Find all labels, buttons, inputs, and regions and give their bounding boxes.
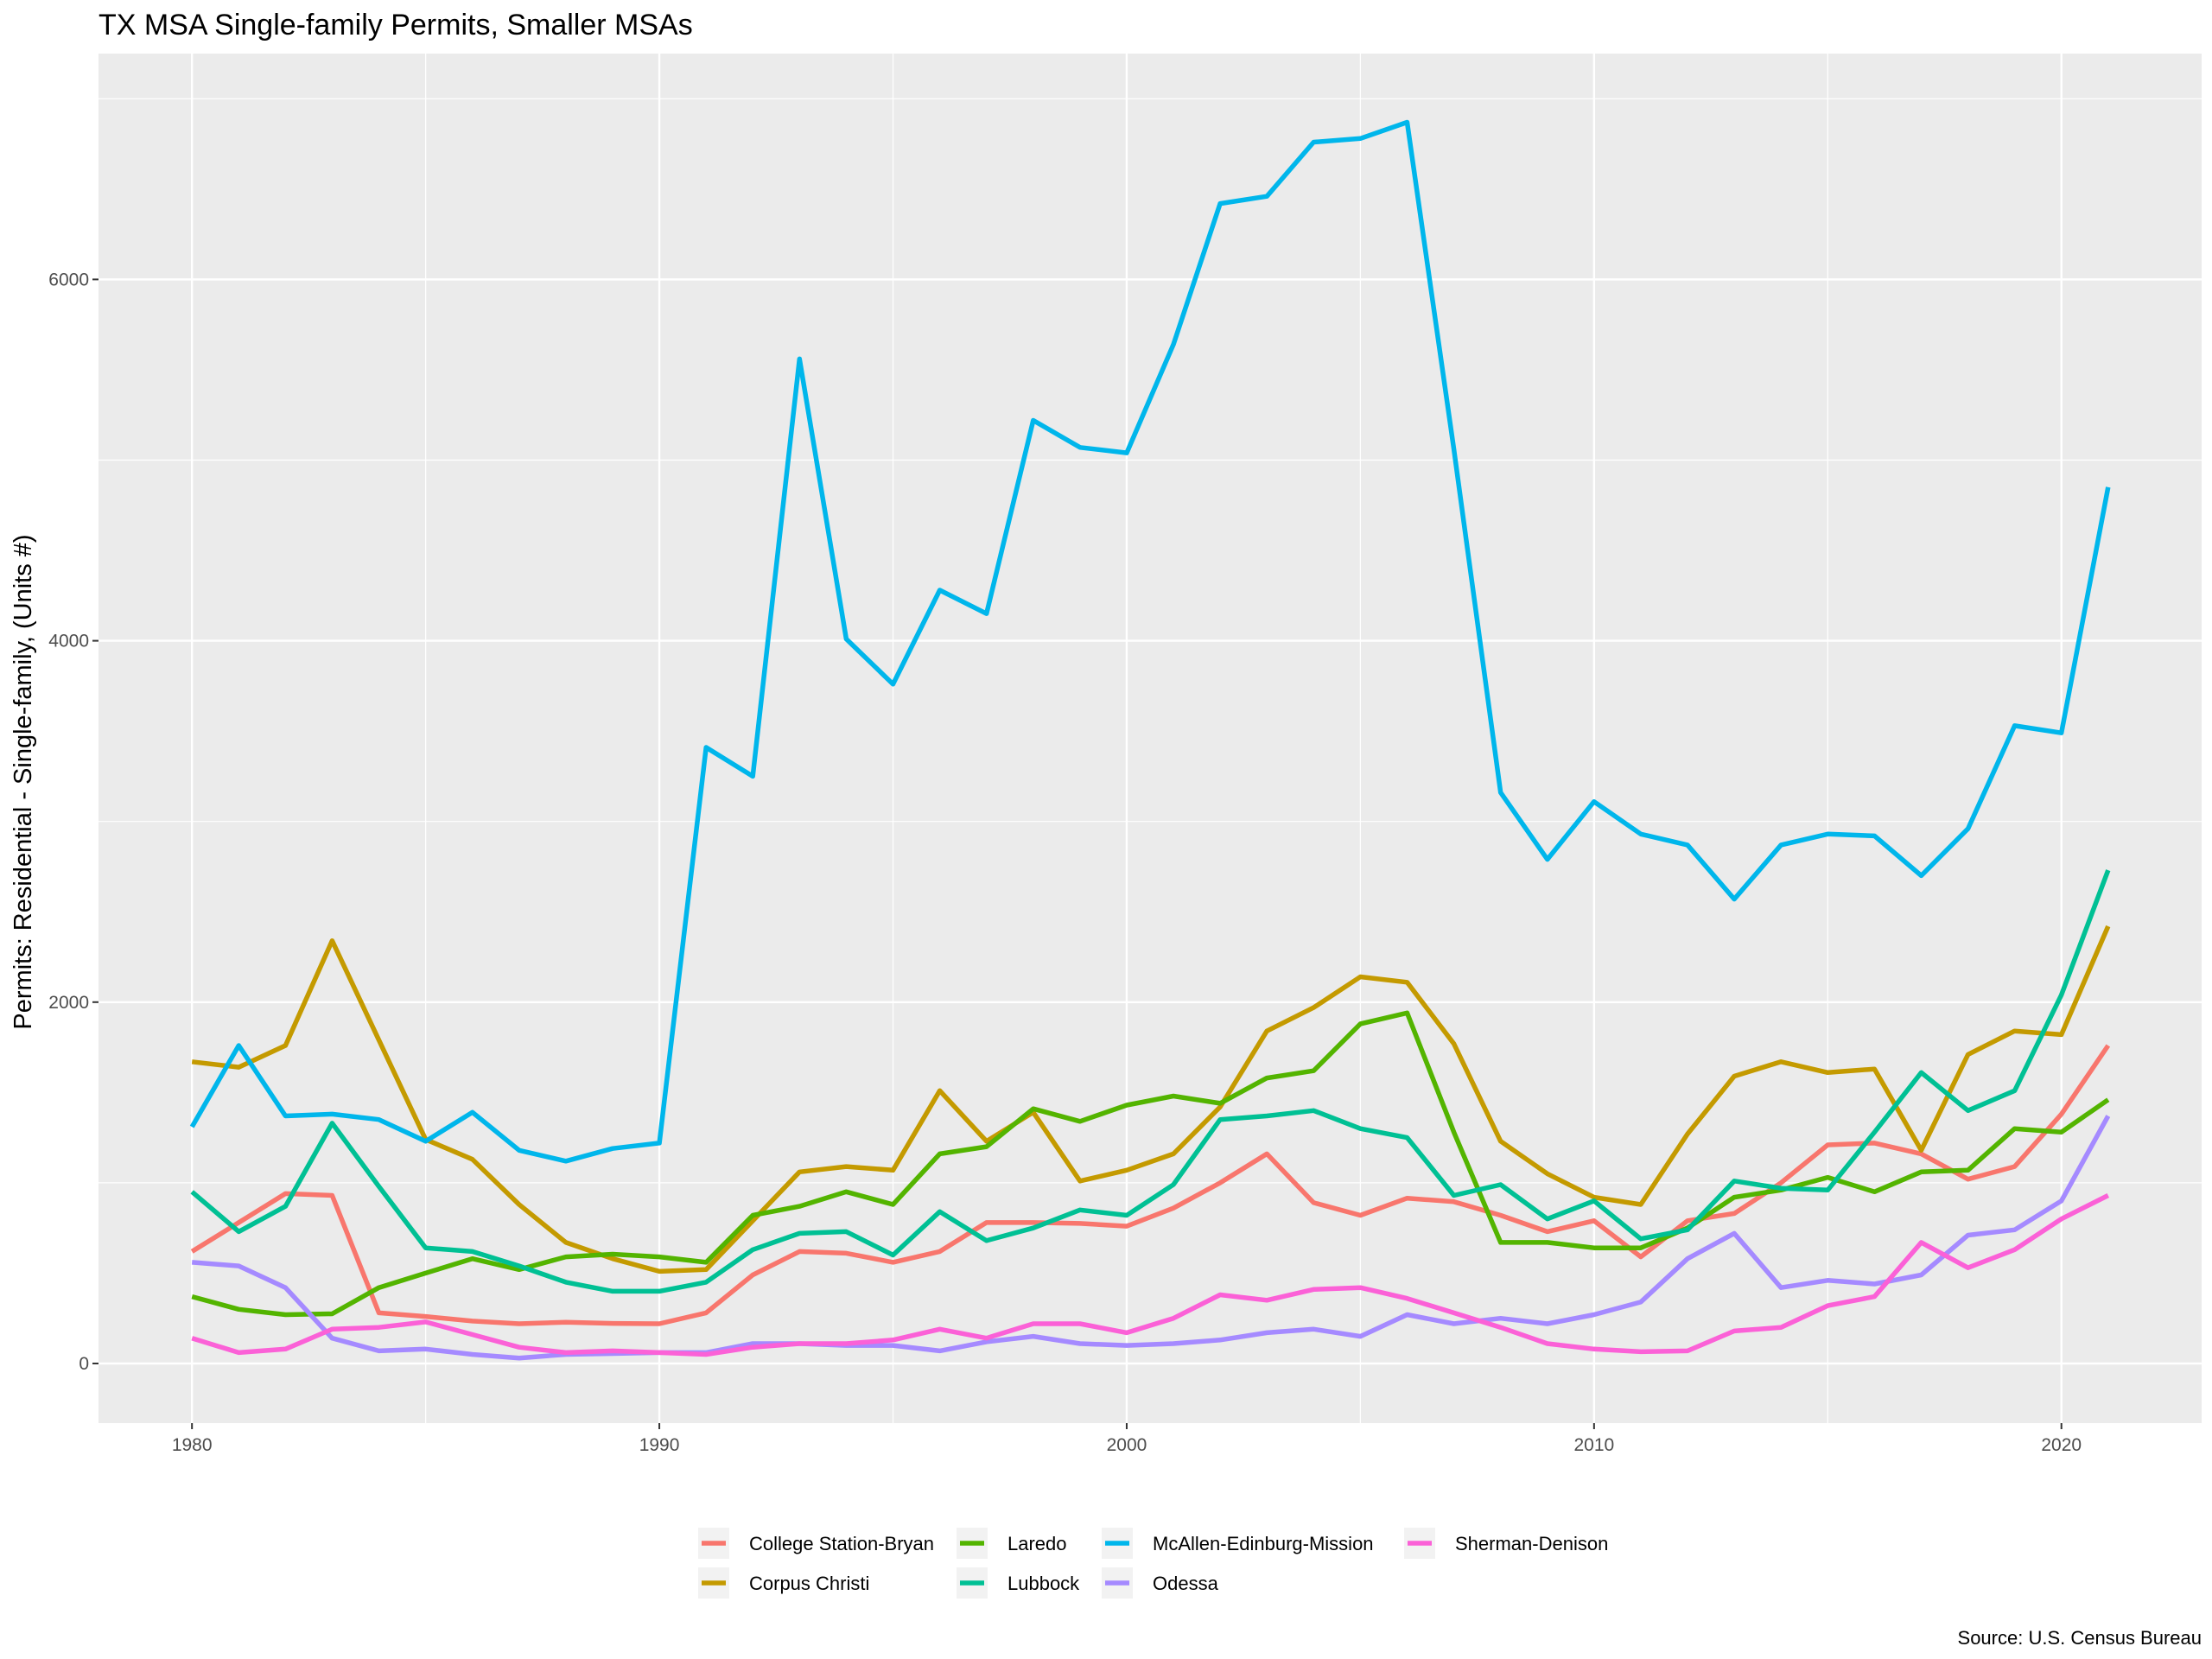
x-tick-label: 2020: [2041, 1435, 2082, 1455]
chart-title: TX MSA Single-family Permits, Smaller MS…: [99, 9, 693, 41]
y-axis-title: Permits: Residential - Single-family, (U…: [10, 534, 37, 1029]
x-tick-label: 2000: [1107, 1435, 1147, 1455]
x-tick-label: 2010: [1573, 1435, 1614, 1455]
minor-gridlines: [99, 54, 2202, 1423]
y-axis-ticks: 0 2000 4000 6000: [48, 270, 99, 1374]
caption-source: Source: U.S. Census Bureau: [1958, 1627, 2202, 1649]
x-tick-label: 1990: [639, 1435, 680, 1455]
series-lines: [189, 119, 2111, 1361]
legend-label: Odessa: [1153, 1573, 1219, 1594]
legend-item: Odessa: [1102, 1567, 1219, 1599]
legend-label: Sherman-Denison: [1455, 1533, 1608, 1554]
legend-item: Laredo: [957, 1528, 1067, 1559]
legend-label: Corpus Christi: [749, 1573, 869, 1594]
legend-item: Sherman-Denison: [1404, 1528, 1608, 1559]
legend-label: College Station-Bryan: [749, 1533, 934, 1554]
legend: College Station-Bryan Corpus Christi Lared…: [698, 1528, 1608, 1599]
series-line-1: [190, 1044, 2111, 1326]
legend-item: Lubbock: [957, 1567, 1080, 1599]
legend-label: Lubbock: [1007, 1573, 1080, 1594]
series-line-2: [191, 925, 2111, 1274]
y-tick-label: 0: [79, 1354, 89, 1374]
legend-item: College Station-Bryan: [698, 1528, 934, 1559]
x-axis-ticks: 1980 1990 2000 2010 2020: [172, 1423, 2082, 1455]
series-line-4: [190, 869, 2111, 1294]
legend-label: McAllen-Edinburg-Mission: [1153, 1533, 1374, 1554]
y-tick-label: 4000: [48, 632, 89, 652]
series-line-6: [191, 1115, 2111, 1361]
series-line-7: [191, 1193, 2110, 1357]
legend-label: Laredo: [1007, 1533, 1067, 1554]
series-line-5: [189, 119, 2111, 1164]
major-gridlines: [99, 54, 2202, 1423]
y-tick-label: 2000: [48, 993, 89, 1013]
legend-item: Corpus Christi: [698, 1567, 869, 1599]
x-tick-label: 1980: [172, 1435, 213, 1455]
y-tick-label: 6000: [48, 270, 89, 289]
plot-panel: [99, 54, 2202, 1423]
legend-item: McAllen-Edinburg-Mission: [1102, 1528, 1374, 1559]
